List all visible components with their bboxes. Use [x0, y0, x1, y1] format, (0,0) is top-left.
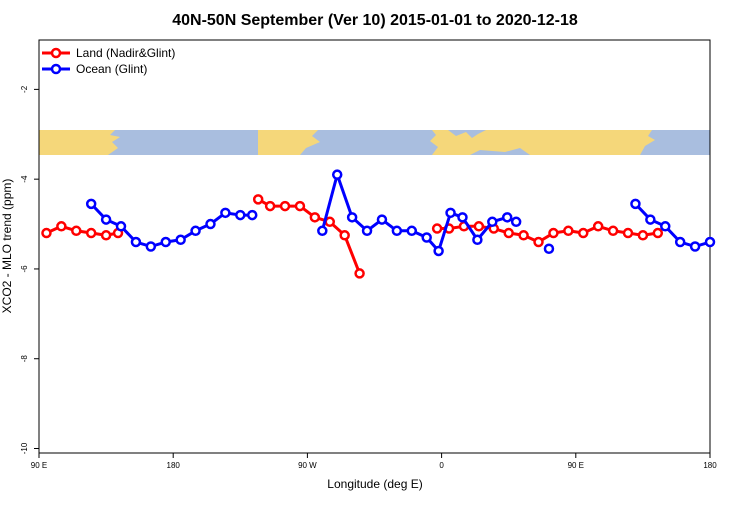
x-axis-label: Longitude (deg E)	[327, 477, 422, 491]
legend: Land (Nadir&Glint) Ocean (Glint)	[42, 46, 175, 76]
map-sea-inlet	[448, 130, 486, 138]
data-point-ocean	[457, 212, 468, 223]
data-point-ocean	[145, 241, 157, 252]
data-point-ocean	[445, 207, 456, 219]
data-point-land	[652, 227, 664, 239]
data-point-land	[548, 227, 559, 239]
data-point-ocean	[130, 236, 142, 248]
map-land-north-america	[258, 130, 320, 155]
data-point-ocean	[331, 169, 343, 180]
data-point-ocean	[85, 198, 97, 210]
legend-label-land: Land (Nadir&Glint)	[76, 46, 175, 60]
chart-title: 40N-50N September (Ver 10) 2015-01-01 to…	[172, 12, 578, 29]
data-point-ocean	[674, 236, 686, 248]
legend-marker-land	[50, 47, 62, 59]
data-point-ocean	[246, 209, 258, 221]
data-point-land	[503, 227, 514, 239]
data-point-ocean	[406, 225, 418, 237]
y-tick-label: -2	[20, 85, 29, 93]
data-point-land	[473, 221, 485, 232]
x-tick-label: 90 E	[31, 461, 47, 470]
data-point-land	[637, 230, 649, 241]
x-tick-label: 90 W	[298, 461, 317, 470]
data-point-ocean	[433, 245, 444, 257]
data-point-land	[518, 230, 529, 241]
data-point-ocean	[235, 209, 246, 221]
data-point-ocean	[317, 225, 328, 237]
x-tick-label: 90 E	[568, 461, 584, 470]
data-point-land	[354, 268, 365, 279]
y-tick-label: -10	[20, 442, 29, 454]
data-point-ocean	[704, 236, 716, 248]
data-point-ocean	[100, 214, 112, 225]
data-point-ocean	[421, 232, 432, 243]
data-point-land	[294, 200, 306, 212]
data-point-ocean	[660, 221, 671, 232]
data-point-ocean	[376, 214, 388, 225]
x-tick-label: 0	[439, 461, 444, 470]
y-tick-label: -4	[20, 175, 29, 183]
data-point-land	[592, 221, 604, 232]
data-point-ocean	[220, 207, 231, 219]
data-point-ocean	[689, 241, 701, 252]
y-tick-label: -6	[20, 265, 29, 273]
data-point-ocean	[205, 218, 216, 230]
data-point-ocean	[501, 212, 513, 223]
data-point-ocean	[472, 234, 483, 246]
data-point-ocean	[115, 221, 127, 232]
data-point-land	[563, 225, 574, 237]
data-point-land	[533, 236, 544, 248]
data-point-land	[622, 227, 634, 239]
data-point-ocean	[645, 214, 656, 225]
plot-frame	[38, 39, 711, 454]
data-point-land	[41, 227, 52, 239]
data-point-land	[339, 230, 350, 241]
map-land-asia	[39, 130, 120, 155]
data-point-land	[578, 227, 589, 239]
data-point-ocean	[630, 198, 641, 210]
data-point-ocean	[487, 216, 498, 228]
y-axis: -10 -8 -6 -4 -2	[20, 85, 39, 454]
series-line-ocean	[634, 202, 711, 248]
data-point-land	[264, 200, 276, 212]
x-tick-label: 180	[703, 461, 717, 470]
data-point-ocean	[510, 216, 522, 228]
legend-marker-ocean	[50, 63, 62, 75]
data-point-ocean	[346, 212, 358, 223]
data-point-ocean	[361, 225, 373, 237]
data-point-land	[607, 225, 619, 237]
data-point-land	[56, 221, 67, 232]
x-axis: 90 E 180 90 W 0 90 E 180	[31, 453, 717, 470]
data-point-land	[71, 225, 82, 237]
series-line-land	[437, 224, 659, 244]
y-tick-label: -8	[20, 355, 29, 363]
data-point-ocean	[391, 225, 403, 237]
y-axis-label: XCO2 - MLO trend (ppm)	[0, 179, 14, 314]
data-point-ocean	[160, 236, 171, 248]
data-point-land	[431, 223, 443, 234]
data-point-land	[100, 230, 112, 241]
data-point-land	[85, 227, 97, 239]
data-point-land	[279, 200, 291, 212]
legend-label-ocean: Ocean (Glint)	[76, 62, 147, 76]
world-map-strip	[39, 130, 710, 155]
x-tick-label: 180	[167, 461, 181, 470]
data-point-ocean	[543, 243, 555, 254]
data-point-land	[309, 212, 321, 223]
data-point-ocean	[190, 225, 201, 237]
data-point-ocean	[175, 234, 186, 246]
data-point-land	[252, 194, 264, 205]
series-layer	[41, 169, 716, 279]
map-land-europe-asia	[430, 130, 655, 155]
